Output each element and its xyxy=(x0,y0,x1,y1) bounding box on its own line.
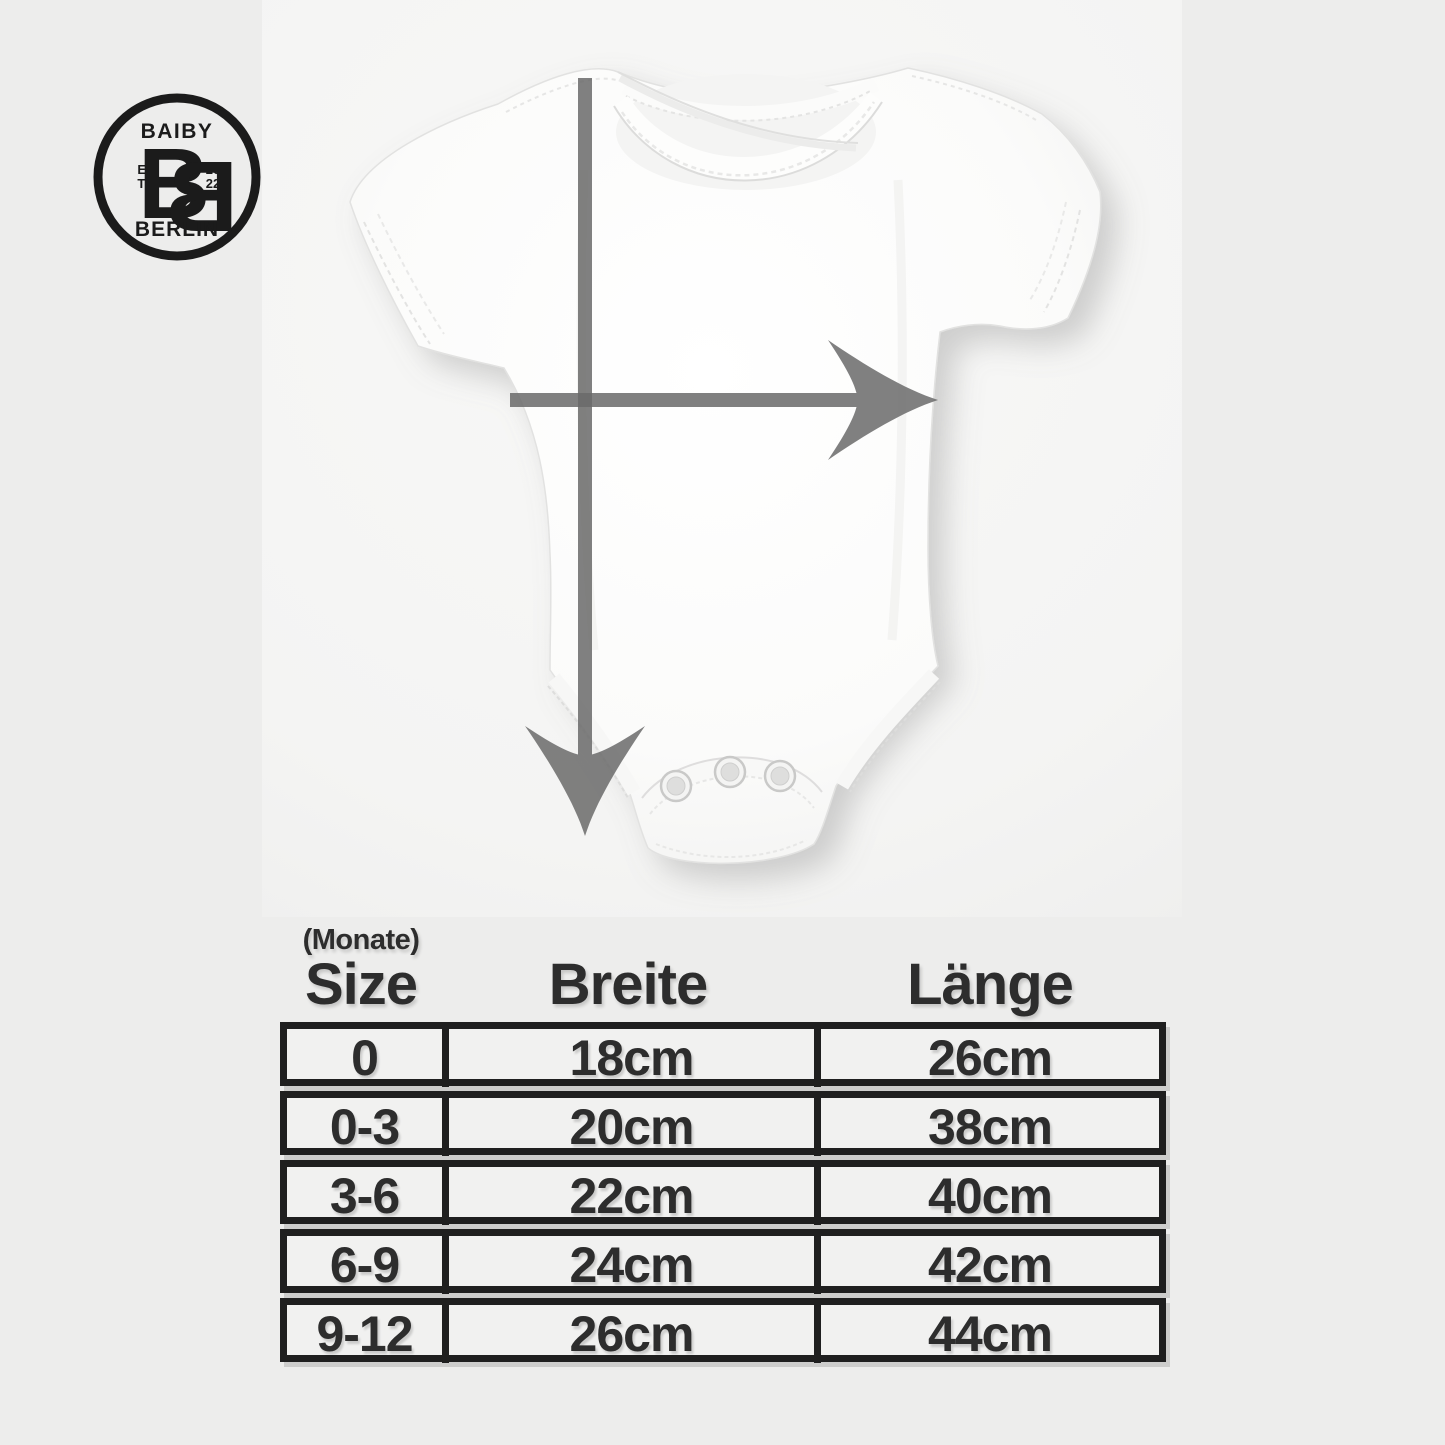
header-laenge-label: Länge xyxy=(907,951,1074,1017)
left-cuff-stitch-inner xyxy=(377,213,445,335)
bodysuit xyxy=(349,67,1102,864)
size-cell: 6-9 xyxy=(329,1237,400,1293)
shoulder-flap-edge xyxy=(617,71,859,144)
torso-fold-right xyxy=(887,179,907,641)
right-leg-binding-edge xyxy=(849,681,941,793)
right-leg-binding xyxy=(835,669,940,790)
size-chart-table: 0 18cm 26cm 0-3 20cm 38cm 3-6 22cm 40cm … xyxy=(280,1022,1166,1363)
size-cell: 3-6 xyxy=(329,1168,400,1224)
header-size-label: Size xyxy=(304,951,418,1017)
logo-monogram-b2-mirrored: B xyxy=(166,141,238,253)
brand-logo: BAIBY ES TD 20 22 B B BERLIN xyxy=(93,93,261,261)
size-chart-header: (Monate) Size Breite Länge xyxy=(280,916,1166,1018)
logo-estd-line2: TD xyxy=(137,176,154,191)
breite-cell: 20cm xyxy=(442,1098,814,1156)
shoulder-flap-shadow xyxy=(618,74,857,152)
laenge-cell: 38cm xyxy=(814,1098,1159,1156)
width-arrow xyxy=(510,340,938,460)
snap-button-left xyxy=(659,769,693,803)
table-row: 6-9 24cm 42cm xyxy=(280,1229,1166,1294)
left-leg-binding xyxy=(548,673,641,796)
logo-circle xyxy=(93,93,261,261)
months-note: (Monate) xyxy=(302,923,420,956)
table-row: 3-6 22cm 40cm xyxy=(280,1160,1166,1225)
breite-cell: 18cm xyxy=(442,1029,814,1087)
header-breite-label: Breite xyxy=(548,951,708,1017)
front-neckband-edge xyxy=(613,101,883,182)
left-cuff-stitch-outer xyxy=(363,221,431,345)
right-cuff-stitch-outer xyxy=(1043,209,1081,313)
left-shoulder-stitch xyxy=(505,77,617,113)
size-cell: 0-3 xyxy=(329,1099,400,1155)
logo-brand-top: BAIBY xyxy=(141,120,214,143)
snap-button-middle xyxy=(713,755,747,789)
laenge-cell: 44cm xyxy=(814,1305,1159,1363)
size-cell: 0 xyxy=(351,1030,379,1086)
logo-year-line2: 22 xyxy=(206,176,220,191)
size-cell: 9-12 xyxy=(316,1306,413,1362)
right-cuff-stitch-inner xyxy=(1029,201,1067,301)
laenge-cell: 40cm xyxy=(814,1167,1159,1225)
laenge-cell: 26cm xyxy=(814,1029,1159,1087)
product-photo xyxy=(262,0,1182,917)
table-row: 0-3 20cm 38cm xyxy=(280,1091,1166,1156)
front-neckband-stitch xyxy=(620,101,876,177)
breite-cell: 22cm xyxy=(442,1167,814,1225)
baby-bodysuit-illustration xyxy=(349,67,1102,864)
header-size-column: (Monate) Size xyxy=(280,923,442,1018)
back-neckband xyxy=(620,77,880,120)
table-row: 0 18cm 26cm xyxy=(280,1022,1166,1087)
snap-button-right xyxy=(763,759,797,793)
length-arrow xyxy=(525,78,645,836)
breite-cell: 26cm xyxy=(442,1305,814,1363)
front-neckband xyxy=(614,92,882,181)
logo-year-line1: 20 xyxy=(206,162,220,177)
laenge-cell: 42cm xyxy=(814,1236,1159,1294)
logo-brand-bottom: BERLIN xyxy=(135,218,219,241)
flap-bottom-stitch xyxy=(655,839,807,859)
table-row: 9-12 26cm 44cm xyxy=(280,1298,1166,1363)
logo-estd-line1: ES xyxy=(137,162,155,177)
breite-cell: 24cm xyxy=(442,1236,814,1294)
logo-monogram-b1: B xyxy=(138,128,210,240)
